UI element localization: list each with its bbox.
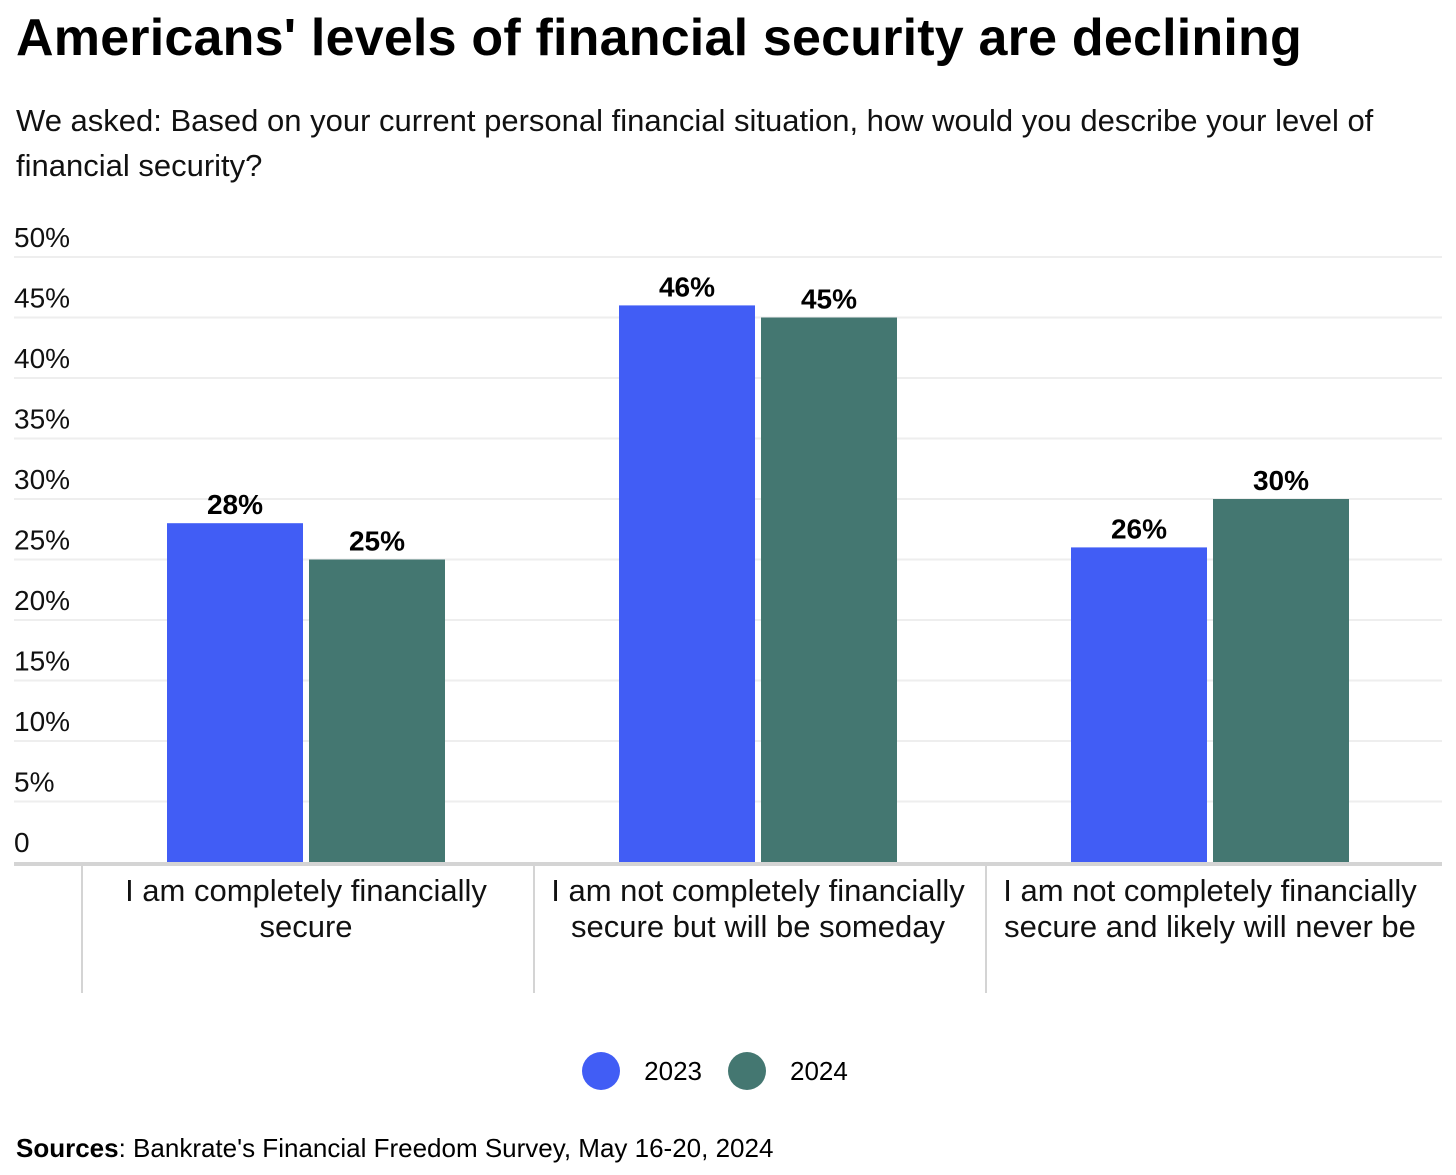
data-label-2023-3: 26% bbox=[1111, 513, 1167, 544]
legend-swatch-2024 bbox=[728, 1052, 766, 1090]
bar-chart: 0 5% 10% 15% 20% 25% 30% 35% 40% 45% 50% 28% 46% 26%… bbox=[14, 222, 1442, 993]
legend: 2023 2024 bbox=[0, 1052, 1456, 1090]
bar-2024-3 bbox=[1213, 499, 1349, 862]
bar-2023-1 bbox=[167, 523, 303, 862]
bar-2024-1 bbox=[309, 559, 445, 862]
y-tick-label: 0 bbox=[14, 827, 30, 858]
y-tick-label: 10% bbox=[14, 706, 70, 737]
data-label-2024-2: 45% bbox=[801, 284, 857, 315]
data-labels: 28% 46% 26% 25% 45% 30% bbox=[207, 271, 1309, 556]
y-tick-label: 5% bbox=[14, 767, 54, 798]
legend-swatch-2023 bbox=[582, 1052, 621, 1090]
sources-label: Sources bbox=[16, 1133, 119, 1163]
chart-subtitle: We asked: Based on your current personal… bbox=[16, 103, 1374, 183]
sources-note: Sources: Bankrate's Financial Freedom Su… bbox=[16, 1133, 773, 1164]
y-tick-label: 40% bbox=[14, 343, 70, 374]
category-label-3: I am not completely financially secure a… bbox=[1003, 873, 1417, 944]
bars bbox=[167, 305, 1349, 862]
legend-item-2024: 2024 bbox=[728, 1052, 874, 1090]
data-label-2024-3: 30% bbox=[1253, 465, 1309, 496]
y-tick-label: 45% bbox=[14, 283, 70, 314]
y-tick-label: 25% bbox=[14, 525, 70, 556]
y-tick-label: 30% bbox=[14, 464, 70, 495]
y-tick-label: 15% bbox=[14, 646, 70, 677]
data-label-2023-2: 46% bbox=[659, 271, 715, 302]
x-axis bbox=[14, 862, 1442, 993]
data-label-2024-1: 25% bbox=[349, 526, 405, 557]
bar-2024-2 bbox=[761, 317, 897, 862]
bar-2023-2 bbox=[619, 305, 755, 862]
category-label-1: I am completely financially secure bbox=[125, 873, 487, 944]
category-label-2: I am not completely financially secure b… bbox=[551, 873, 965, 944]
data-label-2023-1: 28% bbox=[207, 489, 263, 520]
chart-title: Americans' levels of financial security … bbox=[16, 9, 1302, 67]
bar-2023-3 bbox=[1071, 547, 1207, 862]
y-axis-ticks: 0 5% 10% 15% 20% 25% 30% 35% 40% 45% 50% bbox=[14, 222, 70, 858]
sources-text: : Bankrate's Financial Freedom Survey, M… bbox=[118, 1133, 774, 1163]
y-tick-label: 35% bbox=[14, 404, 70, 435]
legend-item-2023: 2023 bbox=[582, 1052, 728, 1090]
y-tick-label: 20% bbox=[14, 585, 70, 616]
legend-label-2023: 2023 bbox=[644, 1055, 702, 1086]
legend-label-2024: 2024 bbox=[790, 1055, 848, 1086]
y-tick-label: 50% bbox=[14, 222, 70, 253]
